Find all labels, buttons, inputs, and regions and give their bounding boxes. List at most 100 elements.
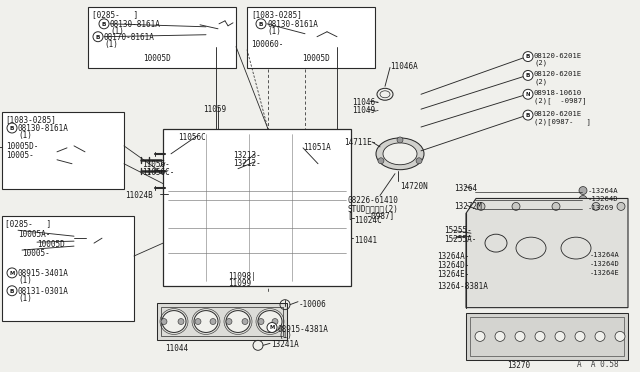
Text: -13264D: -13264D: [588, 196, 619, 202]
Text: (1): (1): [267, 27, 281, 36]
Circle shape: [523, 70, 533, 80]
Bar: [2, 112, 124, 189]
Text: 08130-8161A: 08130-8161A: [267, 20, 318, 29]
Text: [   -0987]: [ -0987]: [348, 211, 394, 220]
Ellipse shape: [258, 311, 282, 333]
Text: [0285-   ]: [0285- ]: [92, 10, 138, 19]
Text: 13264A-: 13264A-: [437, 252, 469, 261]
Text: 08918-10610: 08918-10610: [534, 90, 582, 96]
Text: 13264: 13264: [454, 184, 477, 193]
Circle shape: [523, 52, 533, 61]
Text: B: B: [96, 35, 100, 39]
Text: -13264D: -13264D: [590, 261, 620, 267]
Text: B: B: [10, 289, 14, 294]
Circle shape: [378, 158, 384, 164]
Circle shape: [7, 268, 17, 278]
Bar: [2, 217, 134, 321]
Circle shape: [515, 331, 525, 341]
Text: -13264A: -13264A: [590, 252, 620, 258]
Circle shape: [178, 318, 184, 324]
Text: -13264E: -13264E: [590, 270, 620, 276]
Text: 10005-: 10005-: [6, 151, 34, 160]
Text: 11098|: 11098|: [228, 272, 256, 281]
Circle shape: [595, 331, 605, 341]
Text: (2)[0987-   ]: (2)[0987- ]: [534, 118, 591, 125]
Circle shape: [575, 331, 585, 341]
Circle shape: [582, 251, 589, 259]
Text: A  A 0.58: A A 0.58: [577, 360, 619, 369]
Circle shape: [249, 133, 257, 141]
Text: 11046A: 11046A: [390, 61, 418, 71]
Circle shape: [337, 272, 345, 280]
Ellipse shape: [238, 136, 258, 146]
Circle shape: [167, 133, 175, 141]
Text: 08120-6201E: 08120-6201E: [534, 71, 582, 77]
Text: 13241A: 13241A: [271, 340, 299, 349]
Text: 13270: 13270: [507, 361, 530, 370]
Circle shape: [416, 158, 422, 164]
Ellipse shape: [183, 136, 203, 146]
Bar: [466, 312, 628, 360]
Text: 08170-8161A: 08170-8161A: [104, 33, 155, 42]
Bar: [163, 129, 351, 286]
Circle shape: [99, 19, 109, 29]
Text: 13213-: 13213-: [233, 151, 260, 160]
Text: 15255A-: 15255A-: [444, 235, 476, 244]
Circle shape: [523, 110, 533, 120]
Ellipse shape: [226, 311, 250, 333]
Text: (1): (1): [18, 276, 32, 285]
Circle shape: [167, 190, 175, 198]
Text: 13264D-: 13264D-: [437, 261, 469, 270]
Circle shape: [267, 323, 277, 333]
Bar: [247, 7, 375, 68]
Circle shape: [258, 318, 264, 324]
Text: (1): (1): [278, 331, 292, 340]
Ellipse shape: [293, 136, 313, 146]
Text: 11044: 11044: [165, 344, 189, 353]
Circle shape: [615, 331, 625, 341]
Text: (2): (2): [534, 60, 547, 66]
Text: M: M: [269, 325, 275, 330]
Text: 11059: 11059: [203, 105, 226, 114]
Circle shape: [397, 137, 403, 143]
Circle shape: [582, 260, 589, 267]
Text: 08120-6201E: 08120-6201E: [534, 52, 582, 59]
Text: B: B: [10, 126, 14, 131]
Text: -13264A: -13264A: [588, 187, 619, 193]
Text: -13269: -13269: [588, 205, 614, 211]
Circle shape: [582, 269, 589, 276]
Circle shape: [495, 331, 505, 341]
Text: (1): (1): [18, 131, 32, 140]
Text: 10005A-: 10005A-: [18, 230, 51, 239]
Text: 11056C-: 11056C-: [142, 168, 174, 177]
Circle shape: [256, 19, 266, 29]
Circle shape: [523, 89, 533, 99]
Text: M: M: [10, 271, 15, 276]
Circle shape: [7, 286, 17, 296]
Text: 11024C: 11024C: [354, 217, 381, 225]
Ellipse shape: [162, 311, 186, 333]
Text: (1): (1): [18, 294, 32, 303]
Circle shape: [552, 202, 560, 211]
Text: 15255-: 15255-: [444, 226, 472, 235]
Circle shape: [242, 318, 248, 324]
Ellipse shape: [194, 311, 218, 333]
Text: STUDスタッド(2): STUDスタッド(2): [348, 205, 399, 214]
Circle shape: [475, 331, 485, 341]
Text: B: B: [526, 54, 530, 60]
Text: B: B: [259, 22, 263, 27]
Bar: [161, 307, 283, 336]
Text: 11024B: 11024B: [125, 190, 153, 199]
Circle shape: [195, 318, 201, 324]
Bar: [470, 317, 624, 356]
Ellipse shape: [383, 143, 417, 165]
Circle shape: [579, 205, 587, 212]
Text: 13272M: 13272M: [454, 202, 482, 211]
Text: 11051A: 11051A: [303, 143, 331, 152]
Text: 11046-: 11046-: [352, 98, 380, 107]
Polygon shape: [466, 199, 628, 308]
Text: 10005-: 10005-: [22, 249, 50, 258]
Text: [1083-0285]: [1083-0285]: [5, 115, 56, 124]
Circle shape: [337, 133, 345, 141]
Text: 10005D: 10005D: [302, 54, 330, 62]
